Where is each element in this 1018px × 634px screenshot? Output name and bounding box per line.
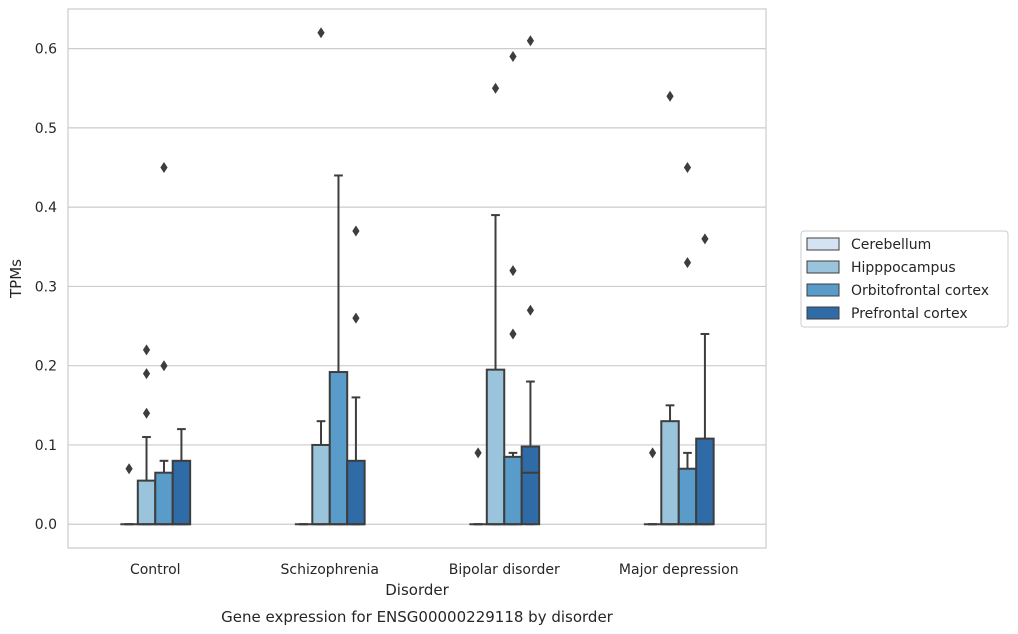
x-tick-labels: Control Schizophrenia Bipolar disorder Majo… xyxy=(130,562,739,578)
box-orbitofrontal-cortex-bipolar-disorder xyxy=(503,51,523,526)
box-body xyxy=(136,479,157,526)
legend-label: Prefrontal cortex xyxy=(851,306,968,322)
box-body xyxy=(677,467,698,526)
y-tick-label: 0.5 xyxy=(35,121,57,137)
outlier-point xyxy=(648,447,657,459)
x-tick-label: Major depression xyxy=(619,562,739,578)
chart-caption: Gene expression for ENSG00000229118 by d… xyxy=(221,608,614,626)
outlier-point xyxy=(125,463,133,475)
box-cerebellum-major-depression xyxy=(643,447,662,526)
outlier-point xyxy=(160,360,168,372)
y-tick-label: 0.6 xyxy=(35,42,57,58)
box-body xyxy=(171,459,192,526)
box-body xyxy=(346,459,366,526)
box-layer xyxy=(120,27,715,526)
outlier-point xyxy=(352,312,360,324)
x-tick-label: Bipolar disorder xyxy=(449,562,560,578)
box-body xyxy=(695,437,715,526)
outlier-point xyxy=(509,265,517,277)
box-prefrontal-cortex-bipolar-disorder xyxy=(520,35,541,526)
y-tick-label: 0.3 xyxy=(35,279,57,295)
box-prefrontal-cortex-major-depression xyxy=(695,233,715,526)
outlier-point xyxy=(701,233,709,245)
box-body xyxy=(485,368,506,526)
box-cerebellum-control xyxy=(120,463,138,526)
box-body xyxy=(328,371,349,526)
outlier-point xyxy=(352,225,360,237)
outlier-point xyxy=(142,344,151,356)
box-body xyxy=(660,420,680,526)
box-body xyxy=(311,443,331,526)
outlier-point xyxy=(491,82,500,94)
y-tick-labels: 0.0 0.1 0.2 0.3 0.4 0.5 0.6 xyxy=(35,42,57,534)
box-hipppocampus-schizophrenia xyxy=(311,27,331,526)
grid-layer xyxy=(68,48,766,525)
y-tick-label: 0.2 xyxy=(35,359,57,375)
outlier-point xyxy=(160,162,168,174)
outlier-point xyxy=(526,35,535,47)
legend-label: Hipppocampus xyxy=(851,260,956,276)
outlier-point xyxy=(142,407,151,419)
legend-frame xyxy=(800,230,1009,328)
box-hipppocampus-bipolar-disorder xyxy=(485,82,506,526)
y-axis-label: TPMs xyxy=(7,259,25,299)
x-tick-label: Control xyxy=(130,562,181,578)
legend: Cerebellum Hipppocampus Orbitofrontal cort… xyxy=(800,230,1009,328)
outlier-point xyxy=(666,90,674,102)
outlier-point xyxy=(509,51,517,63)
outlier-point xyxy=(142,368,151,380)
outlier-point xyxy=(474,447,482,459)
box-body xyxy=(520,445,541,526)
outlier-point xyxy=(509,328,517,340)
box-cerebellum-bipolar-disorder xyxy=(469,447,487,526)
outlier-point xyxy=(683,162,692,174)
legend-swatch xyxy=(806,306,840,320)
outlier-point xyxy=(526,304,535,316)
legend-swatch xyxy=(806,237,840,251)
box-orbitofrontal-cortex-schizophrenia xyxy=(328,174,349,526)
x-axis-label: Disorder xyxy=(385,581,449,599)
box-orbitofrontal-cortex-control xyxy=(154,162,174,526)
outlier-point xyxy=(317,27,325,39)
legend-label: Cerebellum xyxy=(851,237,931,253)
box-body xyxy=(503,455,523,526)
box-body xyxy=(154,471,174,526)
outlier-point xyxy=(683,257,692,269)
y-tick-label: 0.4 xyxy=(35,200,57,216)
box-prefrontal-cortex-schizophrenia xyxy=(346,225,366,526)
box-hipppocampus-major-depression xyxy=(660,90,680,526)
legend-swatch xyxy=(806,283,840,297)
legend-swatch xyxy=(806,260,840,274)
box-hipppocampus-control xyxy=(136,344,157,526)
x-tick-label: Schizophrenia xyxy=(281,562,379,578)
plot-frame xyxy=(67,8,767,549)
box-orbitofrontal-cortex-major-depression xyxy=(677,162,698,526)
y-tick-label: 0.0 xyxy=(35,517,57,533)
box-prefrontal-cortex-control xyxy=(171,428,192,526)
y-tick-label: 0.1 xyxy=(35,438,57,454)
legend-label: Orbitofrontal cortex xyxy=(851,283,989,299)
